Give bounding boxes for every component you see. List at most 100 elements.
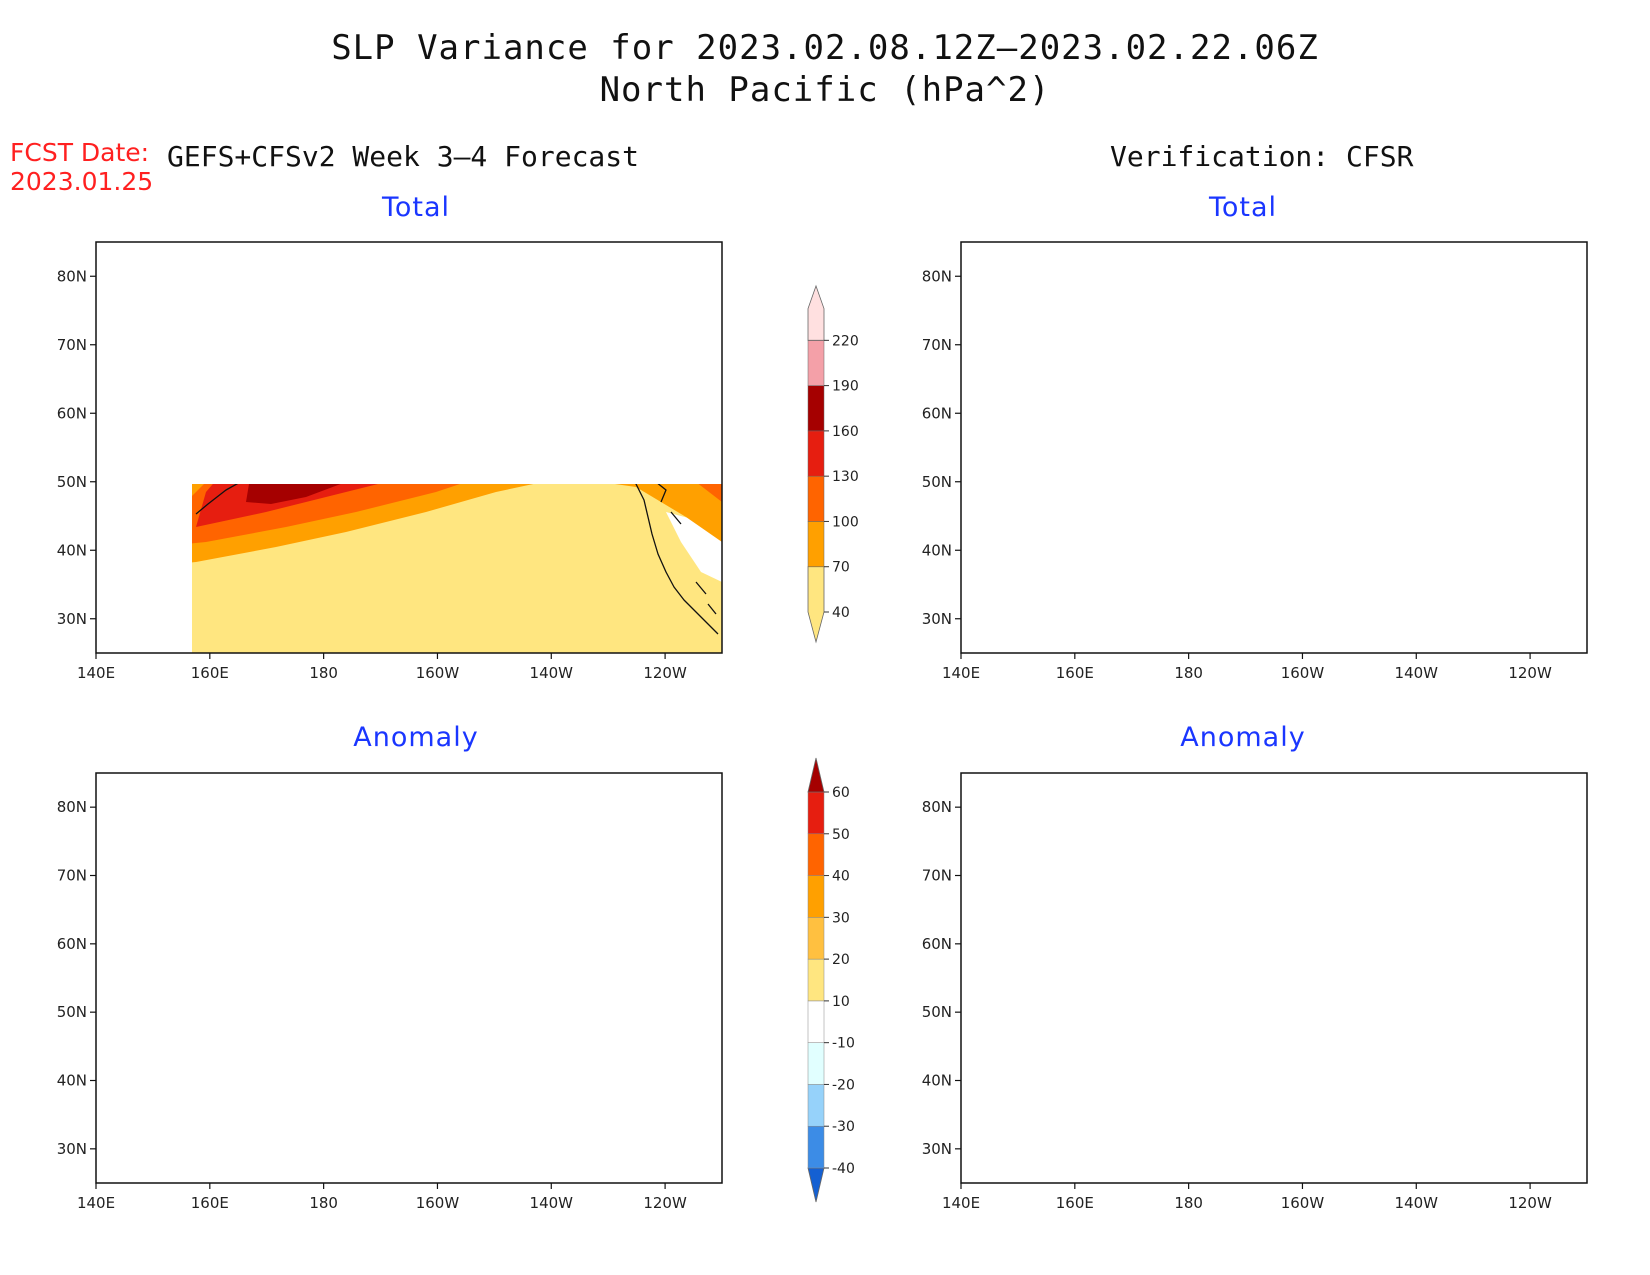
lon-tick-label: 160E bbox=[1056, 664, 1094, 682]
lat-tick-label: 60N bbox=[922, 935, 952, 953]
lat-tick-label: 30N bbox=[57, 1140, 87, 1158]
lat-tick-label: 70N bbox=[922, 867, 952, 885]
forecast-column-heading: GEFS+CFSv2 Week 3–4 Forecast bbox=[167, 140, 640, 173]
colorbar-swatch bbox=[807, 757, 825, 793]
colorbar-swatch bbox=[807, 1167, 825, 1203]
lat-tick-label: 80N bbox=[922, 798, 952, 816]
lat-tick-label: 50N bbox=[57, 473, 87, 491]
lon-tick-label: 140W bbox=[530, 1194, 574, 1212]
colorbar-swatch bbox=[807, 475, 825, 522]
lon-tick-label: 180 bbox=[1174, 664, 1203, 682]
lat-tick-label: 70N bbox=[922, 336, 952, 354]
lon-tick-label: 120W bbox=[643, 664, 687, 682]
colorbar-swatch bbox=[807, 566, 825, 644]
lon-tick-label: 140E bbox=[942, 1194, 980, 1212]
lat-tick-label: 30N bbox=[922, 1140, 952, 1158]
lat-tick-label: 70N bbox=[57, 336, 87, 354]
colorbar-swatch bbox=[807, 1042, 825, 1085]
colorbar-level-label: -30 bbox=[832, 1119, 855, 1135]
lon-tick-label: 120W bbox=[1508, 664, 1552, 682]
colorbar-swatch bbox=[807, 875, 825, 918]
total-colorbar: 40 70 100 130 160 190 220 bbox=[807, 284, 859, 644]
lon-tick-label: 160W bbox=[1281, 664, 1325, 682]
lon-tick-label: 160E bbox=[191, 1194, 229, 1212]
colorbar-swatch bbox=[807, 1000, 825, 1043]
lon-tick-label: 180 bbox=[309, 664, 338, 682]
lon-tick-label: 180 bbox=[1174, 1194, 1203, 1212]
colorbar-level-label: 190 bbox=[832, 379, 859, 395]
colorbar-swatch bbox=[807, 521, 825, 567]
verification-anomaly-title: Anomaly bbox=[1180, 722, 1306, 753]
colorbar-swatch bbox=[807, 917, 825, 960]
colorbar-level-label: -10 bbox=[832, 1036, 855, 1052]
colorbar-swatch bbox=[807, 430, 825, 477]
lon-tick-label: 140W bbox=[1395, 1194, 1439, 1212]
forecast-date-caption: FCST Date: bbox=[10, 138, 150, 167]
lat-tick-label: 80N bbox=[57, 267, 87, 285]
lon-tick-label: 120W bbox=[1508, 1194, 1552, 1212]
colorbar-level-label: 30 bbox=[832, 910, 850, 926]
lon-tick-label: 160W bbox=[416, 664, 460, 682]
lat-tick-label: 40N bbox=[57, 541, 87, 559]
colorbar-swatch bbox=[807, 1125, 825, 1169]
forecast-anomaly-axis-ticks: 140E 160E 180 160W 140W 120W 30N 40N 50N 60N 70N 80… bbox=[57, 798, 687, 1212]
colorbar-level-label: 160 bbox=[832, 424, 859, 440]
lon-tick-label: 160W bbox=[1281, 1194, 1325, 1212]
lon-tick-label: 180 bbox=[309, 1194, 338, 1212]
colorbar-swatch bbox=[807, 833, 825, 876]
forecast-total-axis-ticks: 140E 160E 180 160W 140W 120W 30N 40N 50N 60N 70N 80… bbox=[57, 267, 687, 682]
lat-tick-label: 60N bbox=[57, 935, 87, 953]
colorbar-swatch bbox=[807, 284, 825, 341]
lat-tick-label: 50N bbox=[922, 1003, 952, 1021]
lat-tick-label: 40N bbox=[922, 541, 952, 559]
lat-tick-label: 60N bbox=[57, 404, 87, 422]
lat-tick-label: 80N bbox=[922, 267, 952, 285]
lat-tick-label: 60N bbox=[922, 404, 952, 422]
anomaly-colorbar: -40 -30 -20 -10 10 20 30 40 50 60 bbox=[807, 757, 855, 1203]
colorbar-level-label: 60 bbox=[832, 785, 850, 801]
lat-tick-label: 30N bbox=[922, 610, 952, 628]
colorbar-level-label: 100 bbox=[832, 514, 859, 530]
main-title-line1: SLP Variance for 2023.02.08.12Z–2023.02.… bbox=[331, 28, 1319, 68]
forecast-anomaly-map: 140E 160E 180 160W 140W 120W 30N 40N 50N 60N 70N 80… bbox=[57, 772, 723, 1212]
colorbar-level-label: 50 bbox=[832, 827, 850, 843]
colorbar-level-label: 220 bbox=[832, 333, 859, 349]
colorbar-swatch bbox=[807, 791, 825, 835]
lat-tick-label: 40N bbox=[922, 1072, 952, 1090]
lat-tick-label: 70N bbox=[57, 867, 87, 885]
colorbar-swatch bbox=[807, 385, 825, 432]
verification-total-axis-ticks: 140E 160E 180 160W 140W 120W 30N 40N 50N 60N 70N 80… bbox=[922, 267, 1552, 682]
lon-tick-label: 140E bbox=[77, 1194, 115, 1212]
lat-tick-label: 40N bbox=[57, 1072, 87, 1090]
colorbar-level-label: -20 bbox=[832, 1077, 855, 1093]
verification-anomaly-map: 140E 160E 180 160W 140W 120W 30N 40N 50N 60N 70N 80… bbox=[922, 772, 1588, 1212]
lon-tick-label: 160E bbox=[1056, 1194, 1094, 1212]
forecast-anomaly-title: Anomaly bbox=[353, 722, 479, 753]
forecast-date-value: 2023.01.25 bbox=[10, 167, 154, 196]
verification-total-title: Total bbox=[1208, 192, 1278, 223]
verification-anomaly-axis-ticks: 140E 160E 180 160W 140W 120W 30N 40N 50N 60N 70N 80… bbox=[922, 798, 1552, 1212]
lat-tick-label: 30N bbox=[57, 610, 87, 628]
forecast-total-title: Total bbox=[381, 192, 451, 223]
lon-tick-label: 140E bbox=[77, 664, 115, 682]
colorbar-level-label: 10 bbox=[832, 994, 850, 1010]
colorbar-swatch bbox=[807, 1084, 825, 1127]
colorbar-level-label: 40 bbox=[832, 605, 850, 621]
colorbar-level-label: 70 bbox=[832, 560, 850, 576]
colorbar-level-label: 20 bbox=[832, 952, 850, 968]
verification-column-heading: Verification: CFSR bbox=[1110, 140, 1414, 173]
main-title-line2: North Pacific (hPa^2) bbox=[599, 70, 1051, 110]
lon-tick-label: 160E bbox=[191, 664, 229, 682]
forecast-total-map: 140E 160E 180 160W 140W 120W 30N 40N 50N 60N 70N 80… bbox=[57, 241, 723, 682]
colorbar-swatch bbox=[807, 958, 825, 1002]
colorbar-swatch bbox=[807, 340, 825, 386]
lat-tick-label: 50N bbox=[922, 473, 952, 491]
lon-tick-label: 140W bbox=[530, 664, 574, 682]
lon-tick-label: 140E bbox=[942, 664, 980, 682]
verification-total-map: 140E 160E 180 160W 140W 120W 30N 40N 50N 60N 70N 80… bbox=[922, 241, 1588, 682]
lat-tick-label: 50N bbox=[57, 1003, 87, 1021]
lon-tick-label: 120W bbox=[643, 1194, 687, 1212]
forecast-date-label: FCST Date: 2023.01.25 bbox=[10, 138, 153, 196]
lon-tick-label: 160W bbox=[416, 1194, 460, 1212]
